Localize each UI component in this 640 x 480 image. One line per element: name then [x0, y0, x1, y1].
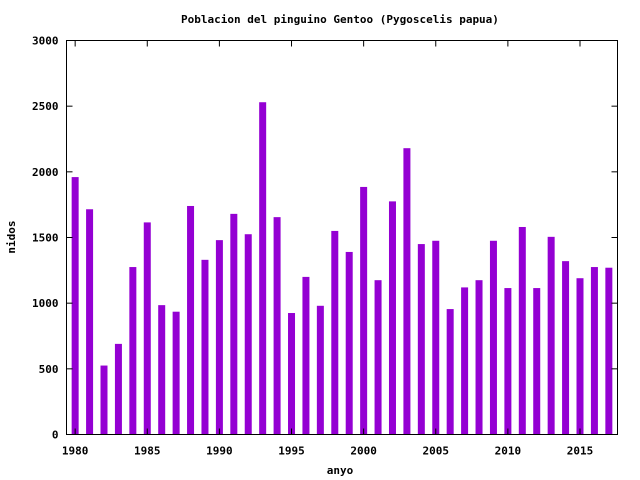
bar-2015 [576, 278, 584, 435]
bars-group [71, 102, 613, 435]
bar-1995 [288, 313, 296, 435]
x-tick-label-2015: 2015 [567, 445, 594, 458]
bar-2008 [475, 280, 483, 435]
x-tick-label-1980: 1980 [62, 445, 89, 458]
bar-2005 [432, 240, 440, 435]
bar-1984 [129, 267, 137, 435]
y-tick-label-2500: 2500 [32, 100, 59, 113]
bar-2013 [547, 236, 555, 435]
y-tick-label-1500: 1500 [32, 232, 59, 245]
bar-1991 [230, 213, 238, 435]
plot-frame [66, 40, 618, 435]
y-tick-label-2000: 2000 [32, 166, 59, 179]
bar-2016 [590, 267, 598, 435]
bar-2009 [489, 240, 497, 435]
y-tick-label-3000: 3000 [32, 35, 59, 48]
bar-2017 [605, 267, 613, 435]
ticks-group: 0 500 1000 1500 2000 2500 3000 1980 1985 1990 1995… [32, 35, 618, 458]
y-tick-label-1000: 1000 [32, 297, 59, 310]
bar-1981 [86, 209, 94, 435]
bar-1985 [143, 222, 151, 435]
bar-2006 [446, 309, 454, 435]
y-axis-title: nidos [5, 220, 18, 253]
x-tick-label-1995: 1995 [278, 445, 305, 458]
bar-1993 [259, 102, 267, 435]
x-tick-label-2000: 2000 [350, 445, 377, 458]
bar-1988 [187, 205, 195, 435]
x-tick-label-1985: 1985 [134, 445, 161, 458]
chart-title: Poblacion del pinguino Gentoo (Pygosceli… [181, 13, 499, 26]
bar-2007 [461, 287, 469, 435]
bar-2010 [504, 288, 512, 435]
bar-2001 [374, 280, 382, 435]
bar-1982 [100, 365, 108, 435]
bar-1989 [201, 259, 209, 435]
bar-2002 [388, 201, 396, 435]
bar-2014 [562, 261, 570, 435]
x-axis-title: anyo [327, 464, 354, 477]
bar-1999 [345, 251, 353, 435]
bar-1992 [244, 234, 252, 435]
bar-2011 [518, 226, 526, 435]
x-tick-label-2010: 2010 [495, 445, 522, 458]
bar-1980 [71, 177, 79, 435]
bar-2003 [403, 148, 411, 435]
bar-1986 [158, 305, 166, 435]
bar-1996 [302, 276, 310, 435]
bar-2000 [360, 186, 368, 435]
x-tick-label-1990: 1990 [206, 445, 233, 458]
bar-1983 [114, 343, 122, 435]
x-tick-label-2005: 2005 [423, 445, 450, 458]
bar-1994 [273, 217, 281, 435]
bar-1998 [331, 230, 339, 435]
y-tick-label-0: 0 [52, 429, 59, 442]
bar-2004 [417, 244, 425, 435]
bar-1990 [215, 240, 223, 435]
bar-2012 [533, 288, 541, 435]
bar-1987 [172, 311, 180, 435]
bar-1997 [316, 305, 324, 435]
y-tick-label-500: 500 [39, 363, 59, 376]
